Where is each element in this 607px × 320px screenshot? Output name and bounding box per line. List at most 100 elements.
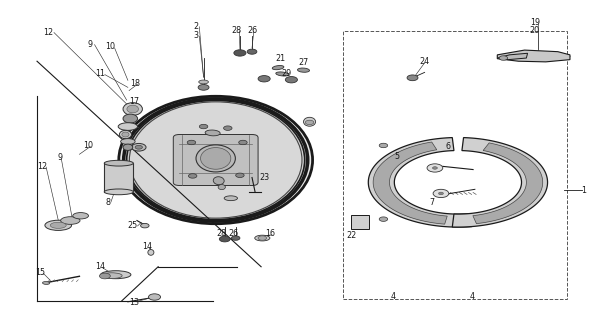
Ellipse shape xyxy=(129,102,302,218)
Circle shape xyxy=(236,173,244,178)
Ellipse shape xyxy=(272,66,284,70)
Ellipse shape xyxy=(205,130,220,136)
Text: 12: 12 xyxy=(43,28,53,37)
Ellipse shape xyxy=(127,100,305,220)
Circle shape xyxy=(100,273,110,279)
Circle shape xyxy=(258,236,266,240)
Text: 13: 13 xyxy=(129,298,139,307)
Circle shape xyxy=(379,143,388,148)
Polygon shape xyxy=(452,138,548,227)
Ellipse shape xyxy=(218,185,225,190)
Ellipse shape xyxy=(297,68,310,72)
Circle shape xyxy=(135,145,143,149)
Circle shape xyxy=(305,120,314,124)
Text: 8: 8 xyxy=(106,197,111,206)
Text: 3: 3 xyxy=(193,31,198,40)
Bar xyxy=(351,215,369,228)
Text: 1: 1 xyxy=(581,186,586,195)
Circle shape xyxy=(379,217,388,221)
Ellipse shape xyxy=(73,212,89,219)
Text: 28: 28 xyxy=(232,26,242,35)
Text: 18: 18 xyxy=(130,79,140,88)
Text: 23: 23 xyxy=(259,173,269,182)
Ellipse shape xyxy=(148,250,154,255)
Ellipse shape xyxy=(104,189,134,195)
Circle shape xyxy=(141,223,149,228)
Circle shape xyxy=(438,192,443,195)
Circle shape xyxy=(188,174,197,178)
Circle shape xyxy=(433,189,449,197)
Text: 29: 29 xyxy=(282,69,292,78)
Text: 28: 28 xyxy=(217,229,227,238)
Circle shape xyxy=(234,50,246,56)
Ellipse shape xyxy=(224,196,237,201)
Text: 7: 7 xyxy=(429,197,435,206)
Circle shape xyxy=(285,76,297,83)
Text: 22: 22 xyxy=(347,231,357,240)
Ellipse shape xyxy=(118,123,138,130)
Circle shape xyxy=(239,140,247,145)
Circle shape xyxy=(258,76,270,82)
Text: 17: 17 xyxy=(129,97,139,106)
Text: 26: 26 xyxy=(229,229,239,238)
Text: 4: 4 xyxy=(391,292,396,301)
Circle shape xyxy=(198,84,209,90)
Text: 25: 25 xyxy=(127,221,138,230)
Circle shape xyxy=(219,236,230,242)
Bar xyxy=(343,31,567,299)
Polygon shape xyxy=(373,142,447,224)
Text: 12: 12 xyxy=(37,162,47,171)
Circle shape xyxy=(149,294,161,300)
FancyBboxPatch shape xyxy=(173,134,258,186)
Ellipse shape xyxy=(213,177,224,185)
Circle shape xyxy=(499,56,507,60)
Text: 4: 4 xyxy=(469,292,474,301)
Ellipse shape xyxy=(101,273,122,278)
Text: 10: 10 xyxy=(84,141,93,150)
Text: 14: 14 xyxy=(96,262,106,271)
Ellipse shape xyxy=(200,148,231,169)
Ellipse shape xyxy=(196,145,236,172)
Circle shape xyxy=(223,126,232,130)
Ellipse shape xyxy=(101,271,131,279)
Text: 16: 16 xyxy=(265,229,275,238)
Text: 27: 27 xyxy=(299,58,308,67)
Ellipse shape xyxy=(123,114,138,123)
Polygon shape xyxy=(497,53,527,60)
Ellipse shape xyxy=(255,235,270,241)
Ellipse shape xyxy=(276,72,289,76)
Bar xyxy=(104,163,134,192)
Text: 26: 26 xyxy=(247,26,257,35)
Text: 5: 5 xyxy=(395,152,400,161)
Ellipse shape xyxy=(123,144,133,150)
Ellipse shape xyxy=(123,103,143,116)
Text: 9: 9 xyxy=(88,40,93,49)
Circle shape xyxy=(427,164,443,172)
Text: 19: 19 xyxy=(530,18,540,27)
Circle shape xyxy=(132,143,146,151)
Text: 6: 6 xyxy=(445,142,450,151)
Ellipse shape xyxy=(61,217,80,224)
Ellipse shape xyxy=(120,130,132,139)
Text: 15: 15 xyxy=(35,268,45,277)
Circle shape xyxy=(247,49,257,54)
Circle shape xyxy=(407,75,418,81)
Circle shape xyxy=(231,236,240,240)
Circle shape xyxy=(187,140,195,145)
Ellipse shape xyxy=(124,99,308,221)
Ellipse shape xyxy=(304,117,316,126)
Text: 21: 21 xyxy=(276,53,285,62)
Text: 10: 10 xyxy=(104,42,115,52)
Ellipse shape xyxy=(50,222,66,228)
Ellipse shape xyxy=(42,282,50,284)
Text: 11: 11 xyxy=(96,69,106,78)
Ellipse shape xyxy=(198,80,208,84)
Text: 2: 2 xyxy=(193,22,198,31)
Polygon shape xyxy=(473,143,543,224)
Circle shape xyxy=(199,124,208,129)
Ellipse shape xyxy=(119,96,313,224)
Text: 24: 24 xyxy=(419,57,430,66)
Polygon shape xyxy=(368,138,472,227)
Text: 14: 14 xyxy=(142,242,152,251)
Ellipse shape xyxy=(45,220,72,230)
